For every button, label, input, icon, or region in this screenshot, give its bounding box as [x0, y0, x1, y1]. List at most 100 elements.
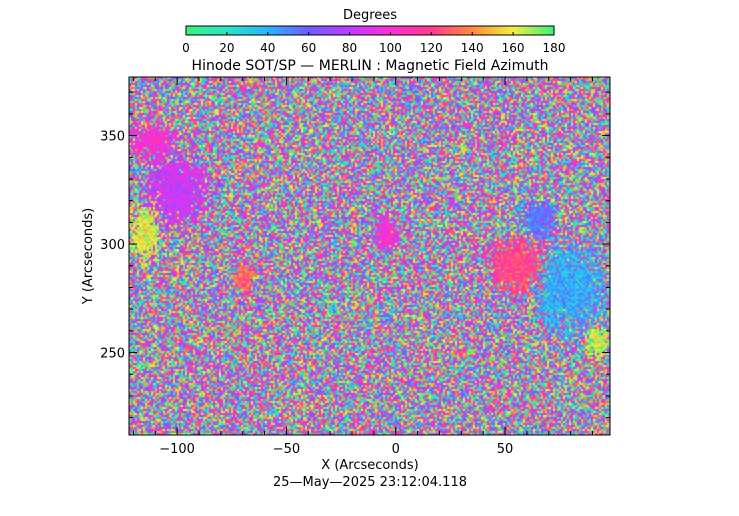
colorbar-segment [534, 26, 539, 35]
colorbar-segment [550, 26, 555, 35]
colorbar-segment [282, 26, 287, 35]
colorbar-ticks: 0 20 40 60 80 100 120 140 160 180 [182, 32, 565, 55]
colorbar-segment [278, 26, 283, 35]
colorbar-segment [522, 26, 527, 35]
x-tick-label: −100 [159, 442, 195, 457]
x-axis-ticks: −100 −50 0 50 [132, 77, 594, 457]
x-tick-label: −50 [273, 442, 300, 457]
colorbar-label: Degrees [343, 8, 397, 23]
colorbar-segment [394, 26, 399, 35]
colorbar-segment [350, 26, 355, 35]
azimuth-map [129, 77, 610, 435]
x-tick-label: 50 [497, 442, 514, 457]
colorbar-segment [538, 26, 543, 35]
colorbar-segment [502, 26, 507, 35]
colorbar-segment [330, 26, 335, 35]
colorbar-segment [314, 26, 319, 35]
plot-frame [128, 76, 611, 436]
colorbar-segment [206, 26, 211, 35]
colorbar-segment [358, 26, 363, 35]
colorbar-segment [498, 26, 503, 35]
colorbar-segment [234, 26, 239, 35]
colorbar-segment [494, 26, 499, 35]
timestamp: 25—May—2025 23:12:04.118 [273, 475, 467, 490]
colorbar-segment [230, 26, 235, 35]
colorbar-segment [386, 26, 391, 35]
y-axis-label: Y (Arcseconds) [81, 208, 96, 305]
chart-title: Hinode SOT/SP — MERLIN : Magnetic Field … [192, 58, 549, 74]
colorbar-segment [482, 26, 487, 35]
colorbar-segment [426, 26, 431, 35]
colorbar-segment [398, 26, 403, 35]
colorbar-segment [186, 26, 191, 35]
y-tick-label: 300 [100, 238, 125, 253]
colorbar-segment [526, 26, 531, 35]
colorbar-segment [366, 26, 371, 35]
colorbar-segment [258, 26, 263, 35]
colorbar-segment [338, 26, 343, 35]
y-tick-label: 250 [100, 347, 125, 362]
colorbar-segment [306, 26, 311, 35]
colorbar-segment [254, 26, 259, 35]
colorbar-frame [185, 25, 555, 36]
x-tick-label: 0 [392, 442, 400, 457]
colorbar-tick-label: 80 [342, 41, 357, 55]
colorbar-segment [286, 26, 291, 35]
x-axis-label: X (Arcseconds) [321, 458, 418, 473]
colorbar-segment [342, 26, 347, 35]
colorbar-segment [218, 26, 223, 35]
colorbar-segment [474, 26, 479, 35]
colorbar-segment [446, 26, 451, 35]
colorbar-segment [374, 26, 379, 35]
colorbar-segment [202, 26, 207, 35]
colorbar-segment [438, 26, 443, 35]
colorbar-segment [318, 26, 323, 35]
colorbar-segment [246, 26, 251, 35]
colorbar-segment [222, 26, 227, 35]
colorbar-segment [450, 26, 455, 35]
y-tick-label: 350 [100, 130, 125, 145]
colorbar-segment [514, 26, 519, 35]
colorbar-segment [214, 26, 219, 35]
colorbar-segment [434, 26, 439, 35]
colorbar-segment [510, 26, 515, 35]
colorbar-segment [302, 26, 307, 35]
colorbar-segment [346, 26, 351, 35]
colorbar-segment [490, 26, 495, 35]
colorbar-segment [242, 26, 247, 35]
colorbar-segment [294, 26, 299, 35]
colorbar-segment [238, 26, 243, 35]
colorbar-segment [334, 26, 339, 35]
colorbar-segment [406, 26, 411, 35]
colorbar-segment [462, 26, 467, 35]
y-axis-ticks: 250 300 350 [100, 91, 610, 419]
colorbar-segment [290, 26, 295, 35]
azimuth-map-canvas [129, 77, 610, 435]
colorbar-segment [506, 26, 511, 35]
colorbar-segment [410, 26, 415, 35]
colorbar-segment [402, 26, 407, 35]
colorbar-segment [310, 26, 315, 35]
colorbar-segment [322, 26, 327, 35]
colorbar-tick-label: 0 [182, 41, 190, 55]
colorbar-tick-label: 120 [420, 41, 443, 55]
colorbar-segment [470, 26, 475, 35]
colorbar-segment [442, 26, 447, 35]
colorbar-segment [354, 26, 359, 35]
colorbar-segment [378, 26, 383, 35]
colorbar-segment [266, 26, 271, 35]
colorbar-segment [198, 26, 203, 35]
colorbar-tick-label: 100 [379, 41, 402, 55]
colorbar-gradient [186, 26, 555, 35]
colorbar-tick-label: 20 [219, 41, 234, 55]
colorbar-segment [466, 26, 471, 35]
colorbar-segment [546, 26, 551, 35]
colorbar-segment [530, 26, 535, 35]
colorbar-segment [430, 26, 435, 35]
colorbar-segment [382, 26, 387, 35]
colorbar-segment [458, 26, 463, 35]
colorbar-segment [486, 26, 491, 35]
colorbar-segment [274, 26, 279, 35]
